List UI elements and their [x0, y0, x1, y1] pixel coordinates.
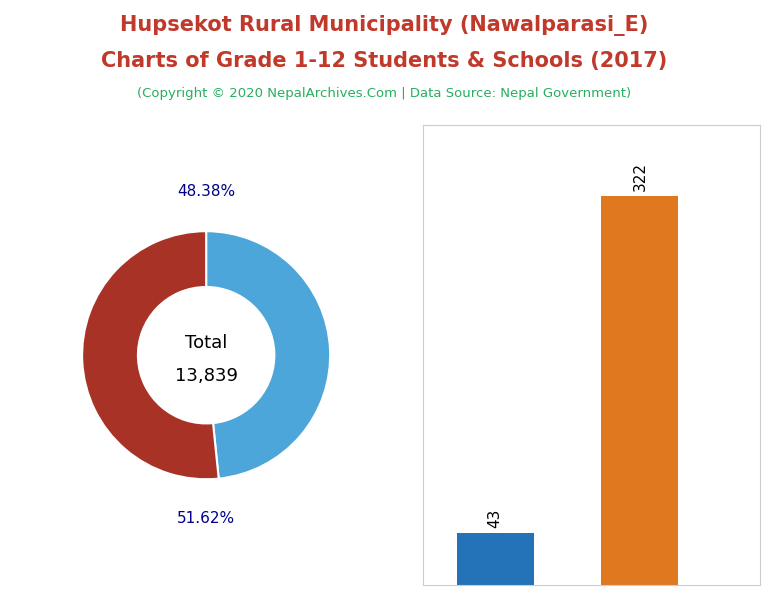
Text: 322: 322 — [632, 162, 647, 190]
Text: Total: Total — [185, 334, 227, 352]
Text: Charts of Grade 1-12 Students & Schools (2017): Charts of Grade 1-12 Students & Schools … — [101, 51, 667, 71]
Bar — [601, 196, 678, 585]
Text: Hupsekot Rural Municipality (Nawalparasi_E): Hupsekot Rural Municipality (Nawalparasi… — [120, 15, 648, 36]
Text: 43: 43 — [488, 509, 503, 528]
Wedge shape — [206, 231, 330, 479]
Text: 13,839: 13,839 — [174, 367, 237, 385]
Text: 51.62%: 51.62% — [177, 512, 235, 527]
Text: 48.38%: 48.38% — [177, 184, 235, 199]
Wedge shape — [82, 231, 219, 479]
Bar — [457, 533, 534, 585]
Text: (Copyright © 2020 NepalArchives.Com | Data Source: Nepal Government): (Copyright © 2020 NepalArchives.Com | Da… — [137, 87, 631, 100]
